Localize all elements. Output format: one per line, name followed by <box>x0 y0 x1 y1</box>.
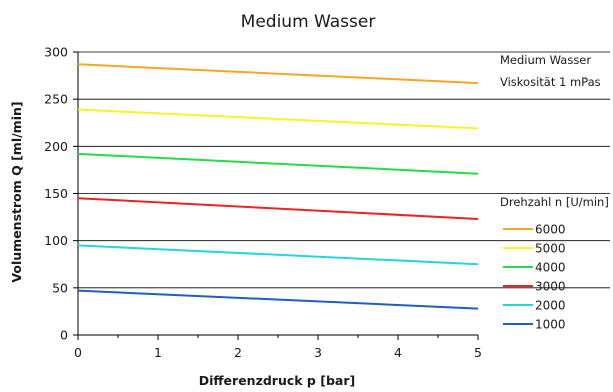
series-line-6000 <box>77 63 479 85</box>
x-tick-label: 0 <box>74 345 82 360</box>
y-tick-label: 0 <box>60 328 68 343</box>
legend-label-2000: 2000 <box>535 299 566 313</box>
annotation-medium: Medium Wasser <box>500 53 591 67</box>
legend-label-5000: 5000 <box>535 242 566 256</box>
y-tick-labels: 0 50 100 150 200 250 300 <box>44 45 68 343</box>
x-tick-label: 5 <box>474 345 482 360</box>
x-tick-label: 2 <box>234 345 242 360</box>
legend-label-4000: 4000 <box>535 261 566 275</box>
y-tick-label: 250 <box>44 92 68 107</box>
legend-label-3000: 3000 <box>535 280 566 294</box>
series-line-4000 <box>77 152 479 175</box>
series-line-3000 <box>77 197 479 220</box>
series-line-1000 <box>77 289 479 310</box>
y-tick-label: 200 <box>44 139 68 154</box>
y-tick-label: 300 <box>44 45 68 60</box>
x-axis-label: Differenzdruck p [bar] <box>199 373 355 388</box>
grid <box>78 51 610 289</box>
y-tick-label: 150 <box>44 186 68 201</box>
legend-label-6000: 6000 <box>535 223 566 237</box>
series-lines <box>77 63 479 310</box>
y-axis-label: Volumenstrom Q [ml/min] <box>9 101 24 282</box>
series-line-2000 <box>77 244 479 266</box>
axes <box>73 51 479 340</box>
x-tick-labels: 0 1 2 3 4 5 <box>74 345 482 360</box>
x-tick-label: 3 <box>314 345 322 360</box>
annotation-viscosity: Viskosität 1 mPas <box>500 75 601 89</box>
y-tick-label: 100 <box>44 233 68 248</box>
y-tick-label: 50 <box>52 280 68 295</box>
x-tick-label: 1 <box>154 345 162 360</box>
legend-label-1000: 1000 <box>535 318 566 332</box>
x-tick-label: 4 <box>394 345 402 360</box>
series-line-5000 <box>77 108 479 130</box>
legend-title: Drehzahl n [U/min] <box>500 195 609 209</box>
legend: 6000 5000 4000 3000 2000 1000 <box>503 223 566 332</box>
chart-title: Medium Wasser <box>241 12 376 32</box>
